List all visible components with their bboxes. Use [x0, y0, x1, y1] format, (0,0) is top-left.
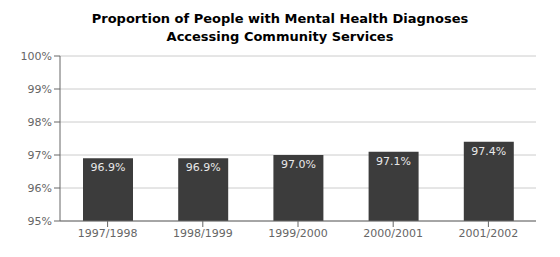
html-text:Accessing Community Services: Accessing Community Services	[166, 29, 394, 44]
svg-text:97.0%: 97.0%	[281, 158, 316, 171]
html-text:Proportion of People with Ment: Proportion of People with Mental Health …	[91, 11, 469, 26]
svg-text:96.9%: 96.9%	[186, 161, 221, 174]
svg-text:2001/2002: 2001/2002	[459, 227, 519, 240]
svg-text:97%: 97%	[28, 149, 52, 162]
svg-text:1998/1999: 1998/1999	[173, 227, 233, 240]
svg-text:99%: 99%	[28, 83, 52, 96]
svg-text:95%: 95%	[28, 215, 52, 228]
svg-text:2000/2001: 2000/2001	[363, 227, 423, 240]
svg-text:96.9%: 96.9%	[91, 161, 126, 174]
svg-text:1997/1998: 1997/1998	[78, 227, 138, 240]
svg-text:97.4%: 97.4%	[471, 145, 506, 158]
svg-text:98%: 98%	[28, 116, 52, 129]
svg-text:100%: 100%	[21, 50, 52, 63]
svg-text:1999/2000: 1999/2000	[268, 227, 328, 240]
svg-text:96%: 96%	[28, 182, 52, 195]
svg-text:97.1%: 97.1%	[376, 155, 411, 168]
